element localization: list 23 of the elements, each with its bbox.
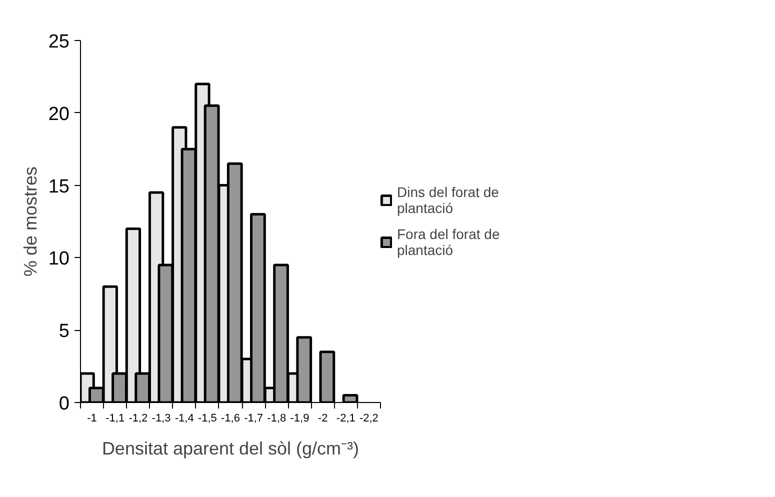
- x-tick-label: -1,9: [290, 412, 310, 424]
- y-tick-label: 25: [48, 32, 70, 52]
- y-tick-label: 10: [48, 248, 70, 270]
- y-tick-label: 5: [58, 321, 70, 342]
- x-tick-label: -1,2: [128, 412, 148, 424]
- x-tick-label: -1,1: [106, 412, 125, 424]
- x-tick-label: -1,8: [267, 412, 286, 424]
- y-tick-label: 0: [58, 394, 70, 414]
- x-axis-title: Densitat aparent del sòl (g/cm⁻³): [102, 438, 360, 458]
- y-axis-title: % de mostres: [20, 166, 40, 277]
- x-tick-label: -2: [318, 412, 328, 424]
- y-tick-label: 15: [48, 176, 70, 198]
- x-tick-label: -1,5: [198, 412, 217, 424]
- x-tick-label: -1,3: [152, 412, 171, 424]
- x-tick-label: -1,6: [221, 412, 240, 424]
- legend-label: Fora del forat de plantació: [397, 226, 500, 258]
- y-tick-label: 20: [48, 104, 70, 125]
- x-tick-label: -2,2: [359, 412, 378, 424]
- x-tick-label: -1,7: [244, 412, 264, 424]
- x-tick-label: -1,4: [174, 412, 194, 424]
- x-tick-label: -1: [87, 412, 97, 424]
- legend-label: Dins del forat de plantació: [397, 184, 499, 216]
- x-tick-label: -2,1: [336, 412, 356, 424]
